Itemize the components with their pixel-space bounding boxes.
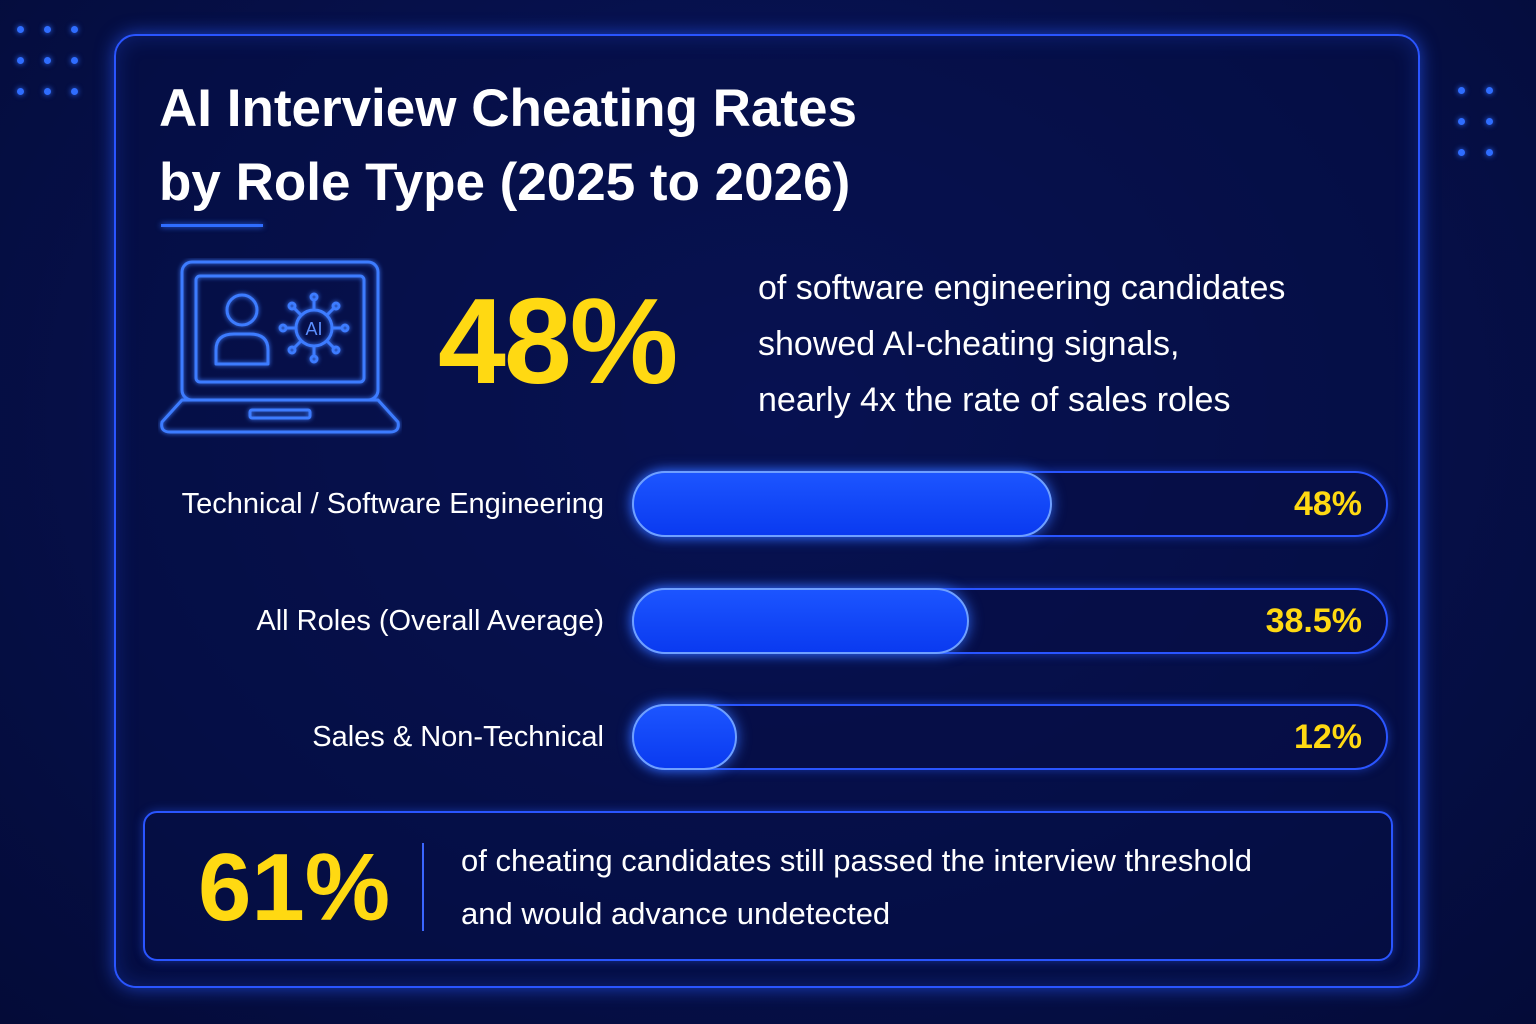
bar-fill [632, 588, 969, 654]
headline-line: of software engineering candidates [758, 269, 1286, 307]
bar-row: All Roles (Overall Average) 38.5% [0, 588, 1536, 654]
ai-network-icon [278, 292, 350, 364]
ai-badge-text: AI [305, 319, 322, 339]
bar-track: 38.5% [632, 588, 1388, 654]
bar-track: 48% [632, 471, 1388, 537]
bar-row: Technical / Software Engineering 48% [0, 471, 1536, 537]
user-icon [214, 293, 270, 366]
bar-label: All Roles (Overall Average) [256, 605, 604, 637]
bar-row: Sales & Non-Technical 12% [0, 704, 1536, 770]
decorative-dots-top-right [1458, 87, 1514, 180]
callout-value: 61% [198, 834, 391, 941]
callout-line: and would advance undetected [461, 896, 891, 931]
headline-line: showed AI-cheating signals, [758, 325, 1180, 363]
laptop-ai-icon: AI [160, 260, 400, 434]
bar-fill [632, 704, 737, 770]
bar-label: Sales & Non-Technical [312, 721, 604, 753]
bar-label: Technical / Software Engineering [181, 488, 604, 520]
callout-box [143, 811, 1393, 961]
title-underline [161, 224, 263, 227]
bar-track: 12% [632, 704, 1388, 770]
headline-value: 48% [438, 273, 678, 409]
bar-value-label: 12% [1293, 718, 1362, 756]
decorative-dots-top-left [17, 26, 98, 119]
callout-line: of cheating candidates still passed the … [461, 843, 1252, 878]
chart-title: AI Interview Cheating Rates by Role Type… [159, 79, 858, 212]
headline-line: nearly 4x the rate of sales roles [758, 381, 1231, 419]
callout-divider [422, 843, 424, 931]
headline-description: of software engineering candidates showe… [758, 260, 1398, 428]
bar-value-label: 38.5% [1265, 602, 1362, 640]
callout-description: of cheating candidates still passed the … [461, 834, 1361, 940]
bar-fill [632, 471, 1052, 537]
bar-value-label: 48% [1293, 485, 1362, 523]
